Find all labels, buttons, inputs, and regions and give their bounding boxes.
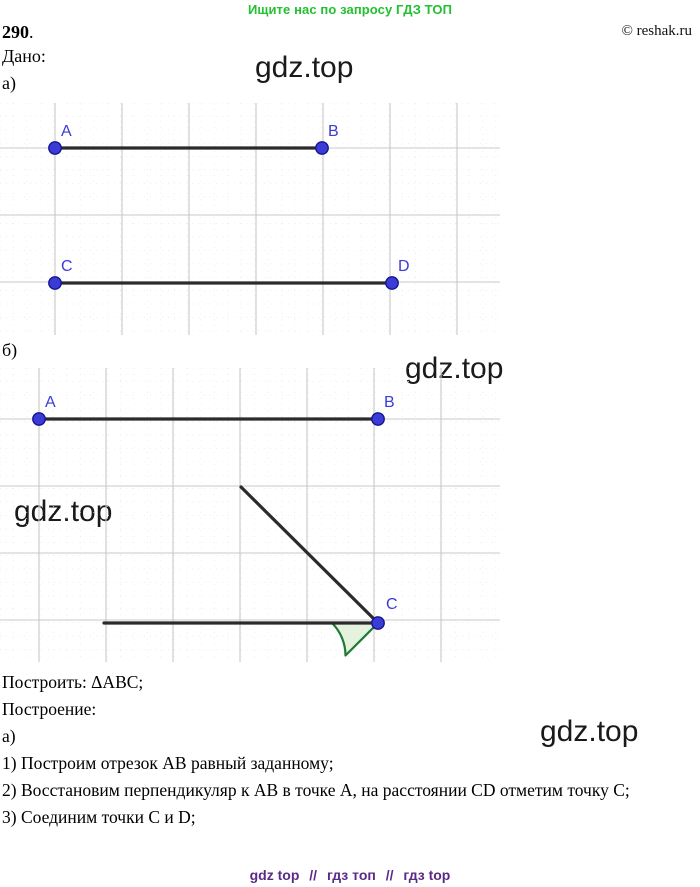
- solution-step-2: 2) Восстановим перпендикуляр к AB в точк…: [2, 780, 630, 800]
- figure-a-canvas: A B C D: [0, 103, 500, 335]
- point-label-D: D: [398, 258, 410, 275]
- point-D: [385, 276, 399, 290]
- point-label-B: B: [384, 394, 395, 411]
- angle-arc-C: [330, 621, 380, 657]
- footer-watermark: gdz top // гдз топ // гдз top: [0, 867, 700, 883]
- solution-step-3: 3) Соединим точки C и D;: [2, 807, 196, 827]
- footer-separator-1: //: [309, 867, 318, 883]
- figure-b-canvas: A B C: [0, 368, 500, 662]
- solution-step-1: 1) Построим отрезок AB равный заданному;: [2, 753, 334, 773]
- solution-build-target: Построить: ΔABC;: [2, 672, 144, 692]
- figure-part-a: A B C D: [0, 103, 500, 335]
- footer-part-3: гдз top: [403, 867, 451, 883]
- point-A: [32, 412, 46, 426]
- grid-minor: [0, 103, 500, 335]
- point-C: [371, 616, 385, 630]
- footer-part-2: гдз топ: [326, 867, 376, 883]
- grid-major: [0, 368, 500, 662]
- point-label-C: C: [386, 596, 398, 613]
- point-label-A: A: [61, 123, 72, 140]
- point-B: [371, 412, 385, 426]
- point-A: [48, 141, 62, 155]
- task-number: 290.: [2, 22, 34, 43]
- point-label-C: C: [61, 258, 73, 275]
- point-C: [48, 276, 62, 290]
- solution-text: Построить: ΔABC; Построение: а) 1) Постр…: [2, 669, 700, 831]
- point-label-A: A: [45, 394, 56, 411]
- copyright-notice: © reshak.ru: [621, 23, 692, 39]
- footer-separator-2: //: [385, 867, 394, 883]
- part-b-label: б): [2, 340, 18, 360]
- point-label-B: B: [328, 123, 339, 140]
- part-a-label: а): [2, 73, 16, 93]
- figure-part-b: A B C: [0, 368, 500, 662]
- solution-build-heading: Построение:: [2, 699, 97, 719]
- given-label: Дано:: [2, 46, 46, 66]
- segment-ray-upper: [239, 485, 380, 625]
- grid-major: [0, 103, 500, 335]
- promo-banner: Ищите нас по запросу ГДЗ ТОП: [247, 2, 453, 17]
- task-number-suffix: .: [29, 22, 34, 42]
- footer-part-1: gdz top: [249, 867, 300, 883]
- solution-part-a-label: а): [2, 726, 16, 746]
- point-B: [315, 141, 329, 155]
- task-number-value: 290: [2, 22, 29, 42]
- watermark-gdz-top-1: gdz.top: [255, 51, 354, 84]
- grid-minor: [0, 368, 500, 662]
